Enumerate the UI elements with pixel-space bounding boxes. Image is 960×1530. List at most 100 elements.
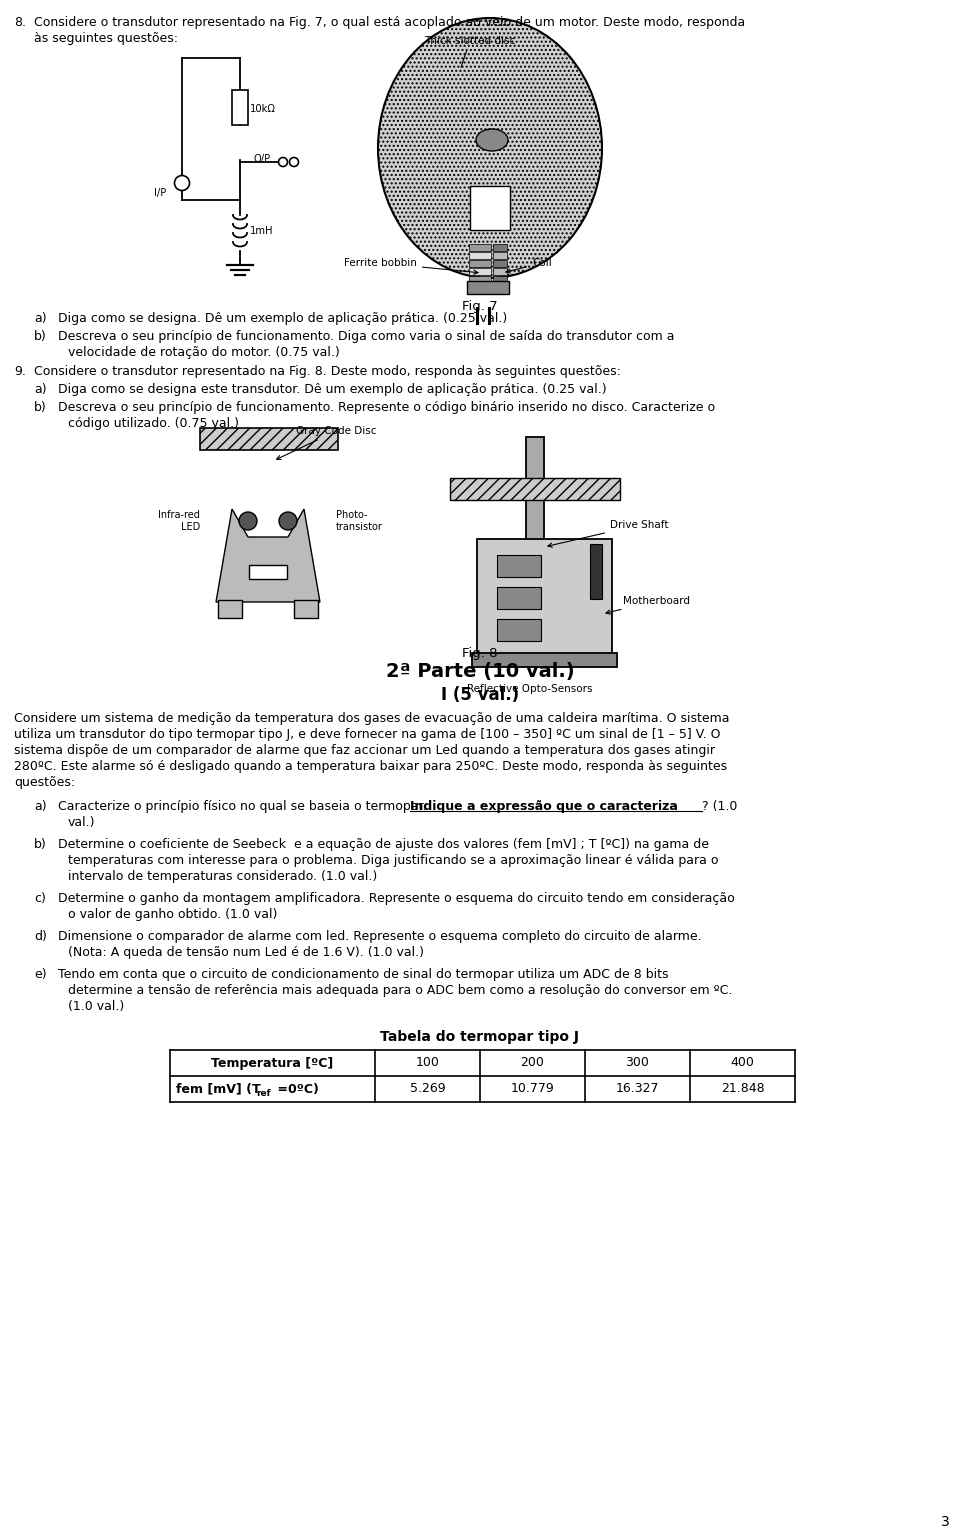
Text: 5.269: 5.269 bbox=[410, 1083, 445, 1095]
Bar bbox=[469, 252, 491, 259]
Circle shape bbox=[239, 513, 257, 529]
Text: determine a tensão de referência mais adequada para o ADC bem como a resolução d: determine a tensão de referência mais ad… bbox=[68, 984, 732, 998]
Text: d): d) bbox=[34, 930, 47, 942]
Text: a): a) bbox=[34, 312, 47, 324]
Text: 9.: 9. bbox=[14, 366, 26, 378]
Text: Temperatura [ºC]: Temperatura [ºC] bbox=[211, 1057, 334, 1069]
Text: c): c) bbox=[34, 892, 46, 906]
Bar bbox=[526, 438, 544, 662]
Text: O/P: O/P bbox=[254, 155, 271, 164]
Bar bbox=[497, 620, 541, 641]
Text: (1.0 val.): (1.0 val.) bbox=[68, 1001, 124, 1013]
Text: 10kΩ: 10kΩ bbox=[250, 104, 276, 115]
Bar bbox=[497, 555, 541, 577]
Text: Motherboard: Motherboard bbox=[606, 597, 690, 614]
Text: Indique a expressão que o caracteriza: Indique a expressão que o caracteriza bbox=[410, 800, 678, 812]
Text: fem [mV] (T: fem [mV] (T bbox=[176, 1083, 260, 1095]
Text: Caracterize o princípio físico no qual se baseia o termopar.: Caracterize o princípio físico no qual s… bbox=[58, 800, 430, 812]
Bar bbox=[232, 90, 248, 125]
Bar bbox=[497, 588, 541, 609]
Text: 3: 3 bbox=[941, 1515, 950, 1528]
Text: Diga como se designa. Dê um exemplo de aplicação prática. (0.25 val.): Diga como se designa. Dê um exemplo de a… bbox=[58, 312, 507, 324]
Text: Tendo em conta que o circuito de condicionamento de sinal do termopar utiliza um: Tendo em conta que o circuito de condici… bbox=[58, 968, 668, 981]
Text: 200: 200 bbox=[520, 1057, 544, 1069]
Text: a): a) bbox=[34, 382, 47, 396]
Polygon shape bbox=[216, 509, 320, 601]
Bar bbox=[493, 268, 507, 275]
Text: 16.327: 16.327 bbox=[615, 1083, 660, 1095]
Text: Considere o transdutor representado na Fig. 7, o qual está acoplado ao veio de u: Considere o transdutor representado na F… bbox=[34, 15, 745, 29]
Text: sistema dispõe de um comparador de alarme que faz accionar um Led quando a tempe: sistema dispõe de um comparador de alarm… bbox=[14, 744, 715, 757]
Text: =0ºC): =0ºC) bbox=[273, 1083, 319, 1095]
Circle shape bbox=[290, 158, 299, 167]
Text: (Nota: A queda de tensão num Led é de 1.6 V). (1.0 val.): (Nota: A queda de tensão num Led é de 1.… bbox=[68, 946, 424, 959]
Bar bbox=[469, 268, 491, 275]
Text: Coil: Coil bbox=[506, 259, 552, 272]
Text: Ferrite bobbin: Ferrite bobbin bbox=[344, 259, 478, 274]
Bar bbox=[493, 243, 507, 251]
Bar bbox=[590, 545, 602, 600]
Text: b): b) bbox=[34, 838, 47, 851]
Text: 400: 400 bbox=[731, 1057, 755, 1069]
Text: velocidade de rotação do motor. (0.75 val.): velocidade de rotação do motor. (0.75 va… bbox=[68, 346, 340, 360]
Text: Gray Code Disc: Gray Code Disc bbox=[276, 425, 376, 459]
Text: val.): val.) bbox=[68, 815, 95, 829]
Bar bbox=[477, 539, 612, 653]
Bar bbox=[200, 428, 338, 450]
Circle shape bbox=[278, 158, 287, 167]
Bar bbox=[493, 260, 507, 268]
Ellipse shape bbox=[378, 18, 602, 278]
Bar bbox=[493, 275, 507, 283]
Text: Diga como se designa este transdutor. Dê um exemplo de aplicação prática. (0.25 : Diga como se designa este transdutor. Dê… bbox=[58, 382, 607, 396]
Bar bbox=[249, 565, 287, 578]
Text: 8.: 8. bbox=[14, 15, 26, 29]
Text: 100: 100 bbox=[416, 1057, 440, 1069]
Text: 2ª Parte (10 val.): 2ª Parte (10 val.) bbox=[386, 662, 574, 681]
Bar bbox=[472, 653, 617, 667]
Text: Infra-red
LED: Infra-red LED bbox=[158, 509, 200, 532]
Circle shape bbox=[279, 513, 297, 529]
Text: Determine o ganho da montagem amplificadora. Represente o esquema do circuito te: Determine o ganho da montagem amplificad… bbox=[58, 892, 734, 906]
Text: Tabela do termopar tipo J: Tabela do termopar tipo J bbox=[380, 1030, 580, 1043]
Text: ? (1.0: ? (1.0 bbox=[702, 800, 737, 812]
Text: o valor de ganho obtido. (1.0 val): o valor de ganho obtido. (1.0 val) bbox=[68, 907, 277, 921]
Circle shape bbox=[175, 176, 189, 191]
Ellipse shape bbox=[476, 129, 508, 151]
Text: 10.779: 10.779 bbox=[511, 1083, 554, 1095]
Text: I (5 val.): I (5 val.) bbox=[441, 685, 519, 704]
Text: questões:: questões: bbox=[14, 776, 75, 789]
Text: Determine o coeficiente de Seebeck  e a equação de ajuste dos valores (fem [mV] : Determine o coeficiente de Seebeck e a e… bbox=[58, 838, 709, 851]
Text: temperaturas com interesse para o problema. Diga justificando se a aproximação l: temperaturas com interesse para o proble… bbox=[68, 854, 718, 868]
Bar bbox=[493, 252, 507, 259]
Bar bbox=[469, 243, 491, 251]
Text: Reflective Opto-Sensors: Reflective Opto-Sensors bbox=[468, 684, 592, 695]
Text: 21.848: 21.848 bbox=[721, 1083, 764, 1095]
Text: b): b) bbox=[34, 401, 47, 415]
Text: Considere um sistema de medição da temperatura dos gases de evacuação de uma cal: Considere um sistema de medição da tempe… bbox=[14, 711, 730, 725]
Bar bbox=[218, 600, 242, 618]
Text: Fig. 7: Fig. 7 bbox=[462, 300, 498, 314]
Text: Drive Shaft: Drive Shaft bbox=[548, 520, 668, 548]
Text: intervalo de temperaturas considerado. (1.0 val.): intervalo de temperaturas considerado. (… bbox=[68, 871, 377, 883]
Text: Dimensione o comparador de alarme com led. Represente o esquema completo do circ: Dimensione o comparador de alarme com le… bbox=[58, 930, 702, 942]
Text: a): a) bbox=[34, 800, 47, 812]
Text: Fig. 8: Fig. 8 bbox=[463, 647, 497, 659]
Text: Descreva o seu princípio de funcionamento. Diga como varia o sinal de saída do t: Descreva o seu princípio de funcionament… bbox=[58, 330, 675, 343]
Text: 1mH: 1mH bbox=[250, 226, 274, 236]
Text: I/P: I/P bbox=[154, 188, 166, 197]
Text: Thick slotted disc: Thick slotted disc bbox=[424, 37, 516, 67]
Text: b): b) bbox=[34, 330, 47, 343]
Text: 280ºC. Este alarme só é desligado quando a temperatura baixar para 250ºC. Deste : 280ºC. Este alarme só é desligado quando… bbox=[14, 760, 727, 773]
Bar bbox=[469, 275, 491, 283]
Bar bbox=[470, 187, 510, 230]
Text: Considere o transdutor representado na Fig. 8. Deste modo, responda às seguintes: Considere o transdutor representado na F… bbox=[34, 366, 621, 378]
Bar bbox=[294, 600, 318, 618]
Text: utiliza um transdutor do tipo termopar tipo J, e deve fornecer na gama de [100 –: utiliza um transdutor do tipo termopar t… bbox=[14, 728, 721, 741]
Text: 300: 300 bbox=[626, 1057, 649, 1069]
Text: código utilizado. (0.75 val.): código utilizado. (0.75 val.) bbox=[68, 418, 239, 430]
Text: e): e) bbox=[34, 968, 47, 981]
Text: Photo-
transistor: Photo- transistor bbox=[336, 509, 383, 532]
Bar bbox=[467, 282, 509, 294]
Bar bbox=[450, 477, 620, 500]
Text: ref: ref bbox=[256, 1088, 271, 1097]
